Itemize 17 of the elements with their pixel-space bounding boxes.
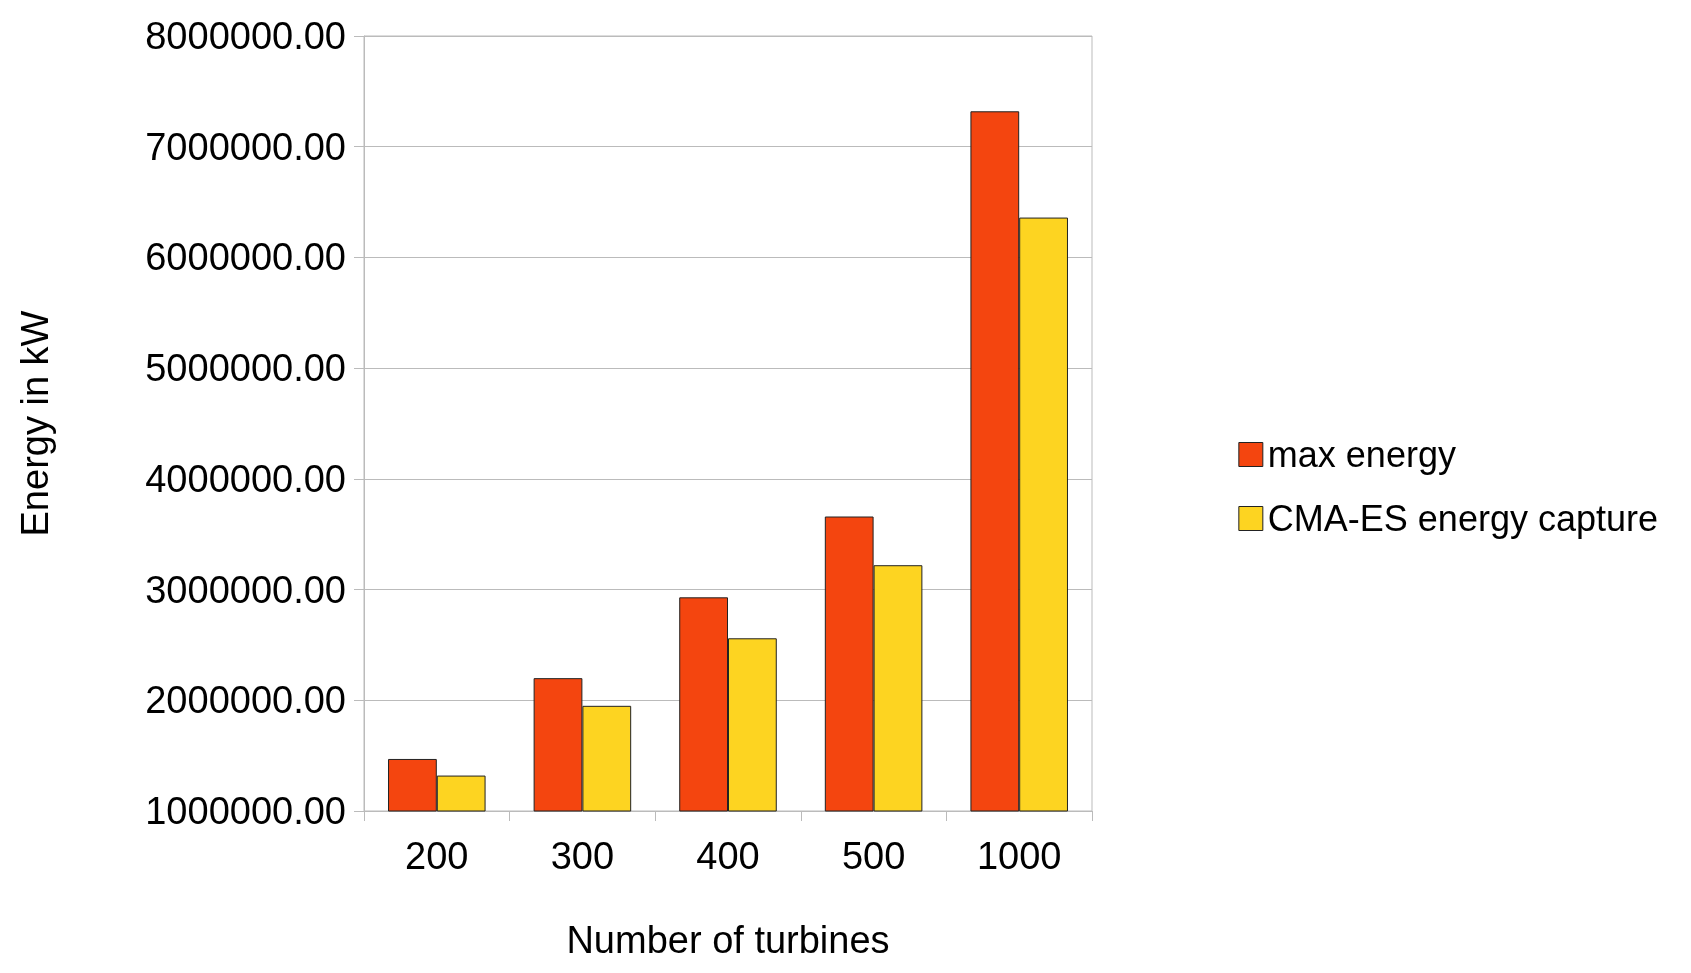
y-tick-label: 3000000.00 [145, 568, 346, 611]
legend-label: CMA-ES energy capture [1267, 498, 1659, 539]
x-tick-label: 300 [550, 835, 615, 877]
x-axis-title: Number of turbines [566, 919, 890, 961]
y-tick-label: 1000000.00 [145, 790, 346, 832]
x-tick-label: 400 [696, 835, 760, 877]
y-tick-label: 6000000.00 [145, 236, 346, 279]
x-tick-label: 200 [405, 835, 469, 877]
y-tick-label: 8000000.00 [145, 15, 346, 57]
y-tick-label: 7000000.00 [145, 125, 346, 168]
y-tick-label: 2000000.00 [145, 679, 346, 722]
x-tick-label: 500 [841, 835, 906, 877]
y-axis-title: Energy in kW [14, 310, 56, 537]
y-tick-label: 5000000.00 [145, 347, 346, 390]
legend-label: max energy [1267, 434, 1456, 475]
y-tick-label: 4000000.00 [145, 457, 346, 500]
x-tick-label: 1000 [976, 835, 1062, 877]
